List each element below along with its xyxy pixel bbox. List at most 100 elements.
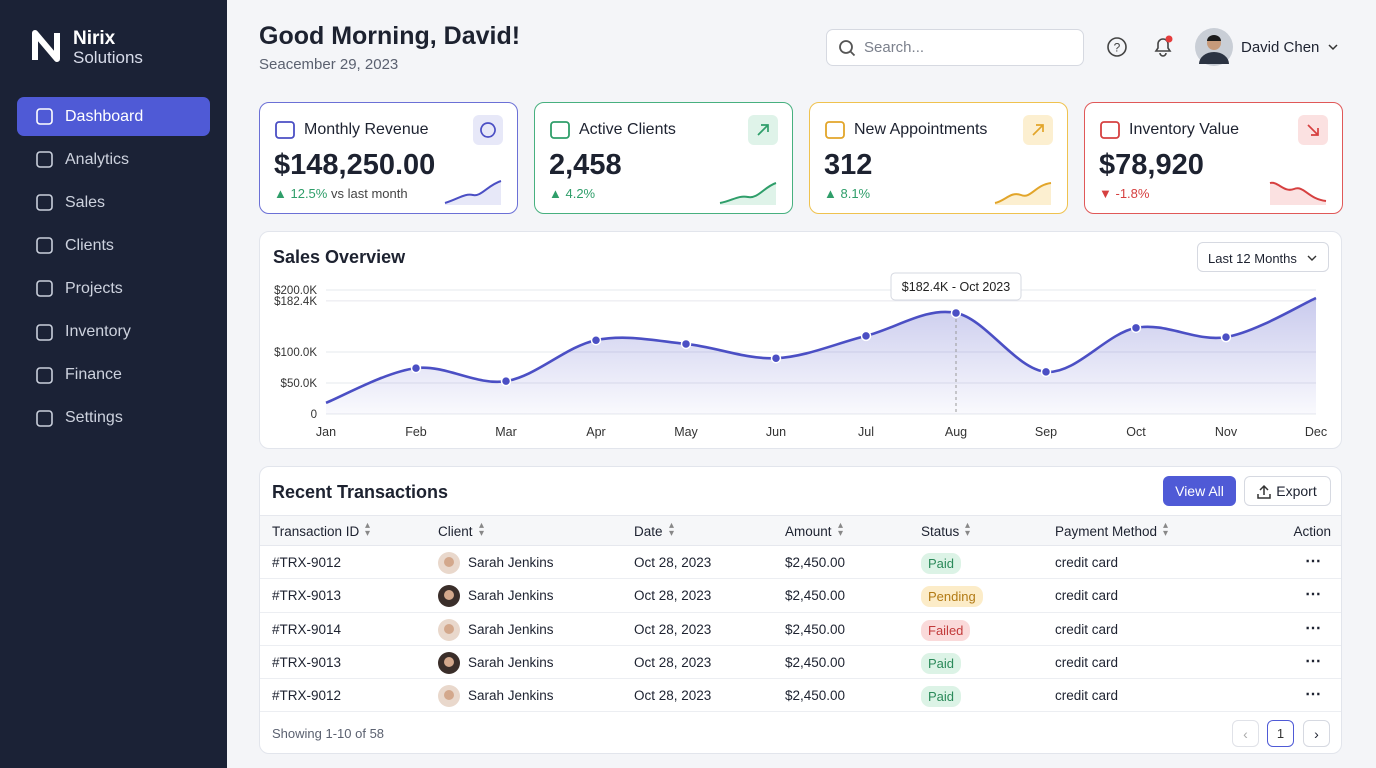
search-box[interactable]: Search... bbox=[826, 29, 1084, 66]
cell: $2,450.00 bbox=[785, 588, 846, 604]
nav-label: Clients bbox=[65, 236, 114, 254]
range-select[interactable]: Last 12 Months bbox=[1197, 242, 1329, 272]
nav-item[interactable]: Projects bbox=[17, 269, 210, 308]
y-tick-label: $50.0K bbox=[281, 378, 318, 390]
nav-icon bbox=[36, 108, 53, 125]
kpi-arrow: ▼ bbox=[1099, 186, 1116, 201]
bell-icon[interactable] bbox=[1151, 34, 1175, 58]
kpi-label: Inventory Value bbox=[1129, 121, 1239, 138]
nav-item[interactable]: Sales bbox=[17, 183, 210, 222]
kpi-arrow: ▲ bbox=[549, 186, 566, 201]
kpi-arrow: ▲ bbox=[274, 186, 291, 201]
user-name[interactable]: David Chen bbox=[1241, 39, 1320, 56]
kpi-change-note: vs last month bbox=[330, 186, 408, 201]
kpi-change: -1.8% bbox=[1115, 186, 1150, 201]
chevron bbox=[1328, 44, 1338, 51]
row-action[interactable]: ⋯ bbox=[1305, 686, 1321, 704]
nav-item[interactable]: Clients bbox=[17, 226, 210, 265]
x-tick-label: Nov bbox=[1215, 425, 1238, 439]
point bbox=[500, 375, 512, 387]
kpi-change-row: ▲ 4.2% bbox=[549, 186, 595, 201]
table-row: #TRX-9012 Sarah Jenkins Oct 28, 2023 $2,450… bbox=[260, 546, 1341, 580]
row-action[interactable]: ⋯ bbox=[1305, 586, 1321, 604]
table-footer: Showing 1-10 of 58 bbox=[272, 726, 385, 741]
svg-text:?: ? bbox=[1114, 41, 1121, 55]
status-pill: Paid bbox=[921, 553, 962, 574]
cell: Oct 28, 2023 bbox=[634, 555, 712, 570]
next-page[interactable]: › bbox=[1303, 720, 1330, 747]
cell: #TRX-9012 bbox=[272, 688, 342, 704]
kpi-value: $148,250.00 bbox=[274, 149, 436, 181]
nav-item[interactable]: Dashboard bbox=[17, 97, 210, 136]
row-action[interactable]: ⋯ bbox=[1305, 553, 1321, 570]
kpi-icon bbox=[550, 121, 570, 139]
cell: #TRX-9013 bbox=[272, 588, 342, 604]
cell: Sarah Jenkins bbox=[468, 688, 554, 704]
nav-icon bbox=[36, 366, 53, 384]
nav-icon bbox=[36, 151, 53, 168]
table-row: #TRX-9012 Sarah Jenkins Oct 28, 2023 $2,450… bbox=[260, 679, 1341, 713]
kpi-value: 2,458 bbox=[549, 149, 622, 181]
trend-icon bbox=[480, 122, 496, 138]
cell: credit card bbox=[1055, 688, 1119, 704]
sort-icon: ▴ ▾ bbox=[479, 520, 485, 539]
kpi-icon bbox=[275, 121, 295, 139]
nav-item[interactable]: Analytics bbox=[17, 140, 210, 179]
brand-tagline: Solutions bbox=[73, 48, 143, 67]
x-tick-label: Jan bbox=[316, 425, 336, 439]
export-button[interactable]: Export bbox=[1244, 476, 1331, 506]
sparkline bbox=[719, 182, 777, 205]
kpi-value: 312 bbox=[824, 149, 873, 181]
sales-card: Sales Overview Last 12 Months 0 $50.0K $10… bbox=[259, 231, 1342, 449]
point bbox=[1130, 322, 1142, 334]
view-all-button[interactable]: View All bbox=[1163, 476, 1236, 506]
point bbox=[1040, 366, 1052, 378]
cell: Sarah Jenkins bbox=[468, 654, 554, 670]
table-row: #TRX-9013 Sarah Jenkins Oct 28, 2023 $2,450… bbox=[260, 579, 1341, 613]
table-header: Transaction ID ▴ ▾ Client ▴ ▾ Date ▴ ▾ Amount ▴ ▾ St… bbox=[260, 515, 1341, 546]
help-icon[interactable]: ? bbox=[1106, 36, 1128, 58]
cell: Oct 28, 2023 bbox=[634, 654, 712, 670]
page-button[interactable]: 1 bbox=[1267, 720, 1294, 747]
row-action[interactable]: ⋯ bbox=[1305, 619, 1321, 637]
kpi-change-row: ▲ 12.5% vs last month bbox=[274, 186, 408, 201]
y-tick-label: $200.0K bbox=[274, 285, 317, 297]
column-header: Client bbox=[438, 524, 473, 539]
x-tick-label: Mar bbox=[495, 425, 517, 439]
kpi-label: Active Clients bbox=[579, 121, 676, 138]
trend-icon bbox=[1307, 124, 1319, 136]
nav-label: Analytics bbox=[65, 150, 130, 168]
kpi-tile bbox=[473, 115, 503, 145]
avatar[interactable] bbox=[1195, 28, 1233, 66]
brand-name: Nirix bbox=[73, 28, 116, 49]
column-header: Payment Method bbox=[1055, 524, 1158, 539]
x-tick-label: Feb bbox=[405, 425, 427, 439]
cell: $2,450.00 bbox=[785, 555, 846, 570]
kpi-icon bbox=[1100, 121, 1120, 139]
export-label: Export bbox=[1276, 483, 1317, 499]
nav-item[interactable]: Finance bbox=[17, 356, 210, 395]
sparkline bbox=[1269, 181, 1327, 205]
cell: credit card bbox=[1055, 654, 1119, 670]
kpi-label: New Appointments bbox=[854, 121, 988, 138]
column-header: Action bbox=[1293, 524, 1331, 539]
y-tick-label: $182.4K bbox=[274, 296, 317, 308]
cell: credit card bbox=[1055, 588, 1119, 604]
x-tick-label: May bbox=[674, 425, 698, 439]
nav-item[interactable]: Settings bbox=[17, 399, 210, 438]
row-action[interactable]: ⋯ bbox=[1305, 652, 1321, 670]
table-row: #TRX-9013 Sarah Jenkins Oct 28, 2023 $2,450… bbox=[260, 646, 1341, 680]
client-avatar bbox=[438, 685, 460, 708]
tooltip: $182.4K - Oct 2023 bbox=[902, 280, 1010, 294]
prev-page[interactable]: ‹ bbox=[1232, 720, 1259, 747]
cell: #TRX-9014 bbox=[272, 621, 342, 637]
kpi-card: New Appointments 312 ▲ 8.1% bbox=[809, 102, 1068, 214]
point bbox=[770, 352, 782, 364]
client-avatar bbox=[438, 585, 460, 608]
point bbox=[410, 362, 422, 374]
x-tick-label: Jun bbox=[766, 425, 786, 439]
point bbox=[950, 307, 962, 319]
cell: #TRX-9013 bbox=[272, 654, 342, 670]
nav-item[interactable]: Inventory bbox=[17, 313, 210, 352]
